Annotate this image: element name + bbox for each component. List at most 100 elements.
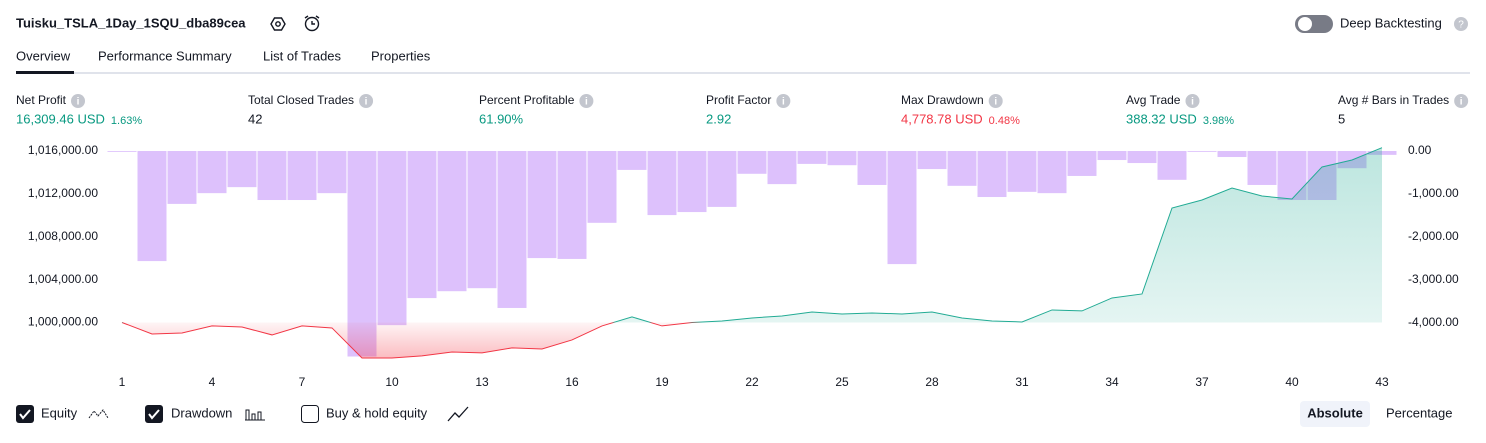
info-icon[interactable] xyxy=(1454,94,1469,108)
legend-label[interactable]: Equity xyxy=(41,405,78,420)
info-icon[interactable] xyxy=(988,94,1003,108)
info-icon[interactable] xyxy=(776,94,791,108)
legend-label[interactable]: Drawdown xyxy=(171,405,232,420)
legend-label[interactable]: Buy & hold equity xyxy=(326,405,428,420)
metric-label: Max Drawdown xyxy=(901,93,984,107)
svg-text:?: ? xyxy=(1458,20,1464,31)
tab[interactable]: Overview xyxy=(16,48,71,63)
drawdown-bar xyxy=(557,151,587,259)
info-icon[interactable] xyxy=(359,94,374,108)
drawdown-bar xyxy=(227,151,257,188)
drawdown-bar xyxy=(977,151,1007,198)
legend-buy-hold[interactable] xyxy=(301,405,469,423)
metric-label: Avg # Bars in Trades xyxy=(1338,93,1449,107)
metric-value: 61.90% xyxy=(479,111,524,126)
y-tick-label: 1,016,000.00 xyxy=(28,143,98,157)
drawdown-bar xyxy=(767,151,797,185)
legend-drawdown[interactable] xyxy=(145,405,265,423)
info-icon-i: i xyxy=(1191,97,1194,108)
drawdown-bar xyxy=(677,151,707,213)
drawdown-bar xyxy=(617,151,647,170)
drawdown-bar xyxy=(797,151,827,164)
x-tick-label: 19 xyxy=(655,375,669,389)
y2-tick-label: -4,000.00 xyxy=(1408,315,1459,329)
drawdown-bar xyxy=(827,151,857,166)
active-tab-underline xyxy=(16,71,74,74)
tab[interactable]: Performance Summary xyxy=(98,48,232,63)
info-icon-i: i xyxy=(585,97,588,108)
metric-value: 4,778.78 USD xyxy=(901,111,983,126)
info-icon[interactable] xyxy=(1185,94,1200,108)
metric-value: 388.32 USD xyxy=(1126,111,1197,126)
deep-backtesting-label: Deep Backtesting xyxy=(1340,15,1442,30)
drawdown-bar xyxy=(647,151,677,216)
drawdown-bar xyxy=(497,151,527,308)
metric-value: 16,309.46 USD xyxy=(16,111,105,126)
drawdown-bar xyxy=(887,151,917,265)
x-tick-label: 34 xyxy=(1105,375,1119,389)
y2-tick-label: -3,000.00 xyxy=(1408,272,1459,286)
x-tick-label: 7 xyxy=(299,375,306,389)
drawdown-bar xyxy=(107,151,137,152)
y-tick-label: 1,012,000.00 xyxy=(28,186,98,200)
drawdown-bar xyxy=(287,151,317,201)
metric-label: Profit Factor xyxy=(706,93,771,107)
drawdown-bar xyxy=(1187,151,1217,152)
drawdown-bar xyxy=(437,151,467,292)
x-tick-label: 22 xyxy=(745,375,759,389)
strategy-title: Tuisku_TSLA_1Day_1SQU_dba89cea xyxy=(16,15,246,30)
drawdown-bar xyxy=(197,151,227,194)
info-icon-i: i xyxy=(994,97,997,108)
drawdown-bar xyxy=(947,151,977,186)
drawdown-bar xyxy=(1127,151,1157,164)
absolute-label: Absolute xyxy=(1307,405,1363,420)
metric-label: Net Profit xyxy=(16,93,67,107)
drawdown-bar xyxy=(137,151,167,262)
drawdown-bar xyxy=(257,151,287,201)
info-icon[interactable] xyxy=(579,94,594,108)
info-icon[interactable] xyxy=(71,94,86,108)
drawdown-bar xyxy=(1217,151,1247,158)
absolute-button[interactable] xyxy=(1300,401,1370,427)
x-tick-label: 16 xyxy=(565,375,579,389)
x-tick-label: 4 xyxy=(209,375,216,389)
x-tick-label: 37 xyxy=(1195,375,1209,389)
drawdown-bar xyxy=(587,151,617,223)
x-tick-label: 31 xyxy=(1015,375,1029,389)
drawdown-bar xyxy=(857,151,887,185)
y-tick-label: 1,000,000.00 xyxy=(28,315,98,329)
tab[interactable]: Properties xyxy=(371,48,431,63)
drawdown-bar xyxy=(1247,151,1277,185)
help-icon[interactable]: ? xyxy=(1454,17,1468,31)
legend-equity[interactable] xyxy=(16,405,109,423)
y2-tick-label: 0.00 xyxy=(1408,143,1432,157)
y-tick-label: 1,004,000.00 xyxy=(28,272,98,286)
drawdown-bar xyxy=(1067,151,1097,176)
metric-value: 42 xyxy=(248,111,262,126)
settings-icon[interactable] xyxy=(270,17,286,31)
drawdown-bar xyxy=(707,151,737,207)
alert-icon[interactable] xyxy=(304,15,320,32)
drawdown-bar xyxy=(1097,151,1127,161)
x-tick-label: 10 xyxy=(385,375,399,389)
drawdown-bar xyxy=(917,151,947,170)
x-tick-label: 28 xyxy=(925,375,939,389)
x-tick-label: 25 xyxy=(835,375,849,389)
drawdown-bar xyxy=(317,151,347,194)
info-icon-i: i xyxy=(365,97,368,108)
y2-tick-label: -2,000.00 xyxy=(1408,229,1459,243)
info-icon-i: i xyxy=(1460,97,1463,108)
y-tick-label: 1,008,000.00 xyxy=(28,229,98,243)
percentage-button[interactable]: Percentage xyxy=(1386,405,1453,420)
deep-backtesting-toggle[interactable] xyxy=(1295,15,1333,33)
drawdown-bar xyxy=(467,151,497,289)
drawdown-bar xyxy=(527,151,557,259)
metric-label: Avg Trade xyxy=(1126,93,1181,107)
metric-value: 2.92 xyxy=(706,111,731,126)
x-tick-label: 40 xyxy=(1285,375,1299,389)
metric-label: Total Closed Trades xyxy=(248,93,354,107)
tab[interactable]: List of Trades xyxy=(263,48,342,63)
metric-percent: 0.48% xyxy=(989,115,1020,127)
metric-percent: 3.98% xyxy=(1203,115,1234,127)
